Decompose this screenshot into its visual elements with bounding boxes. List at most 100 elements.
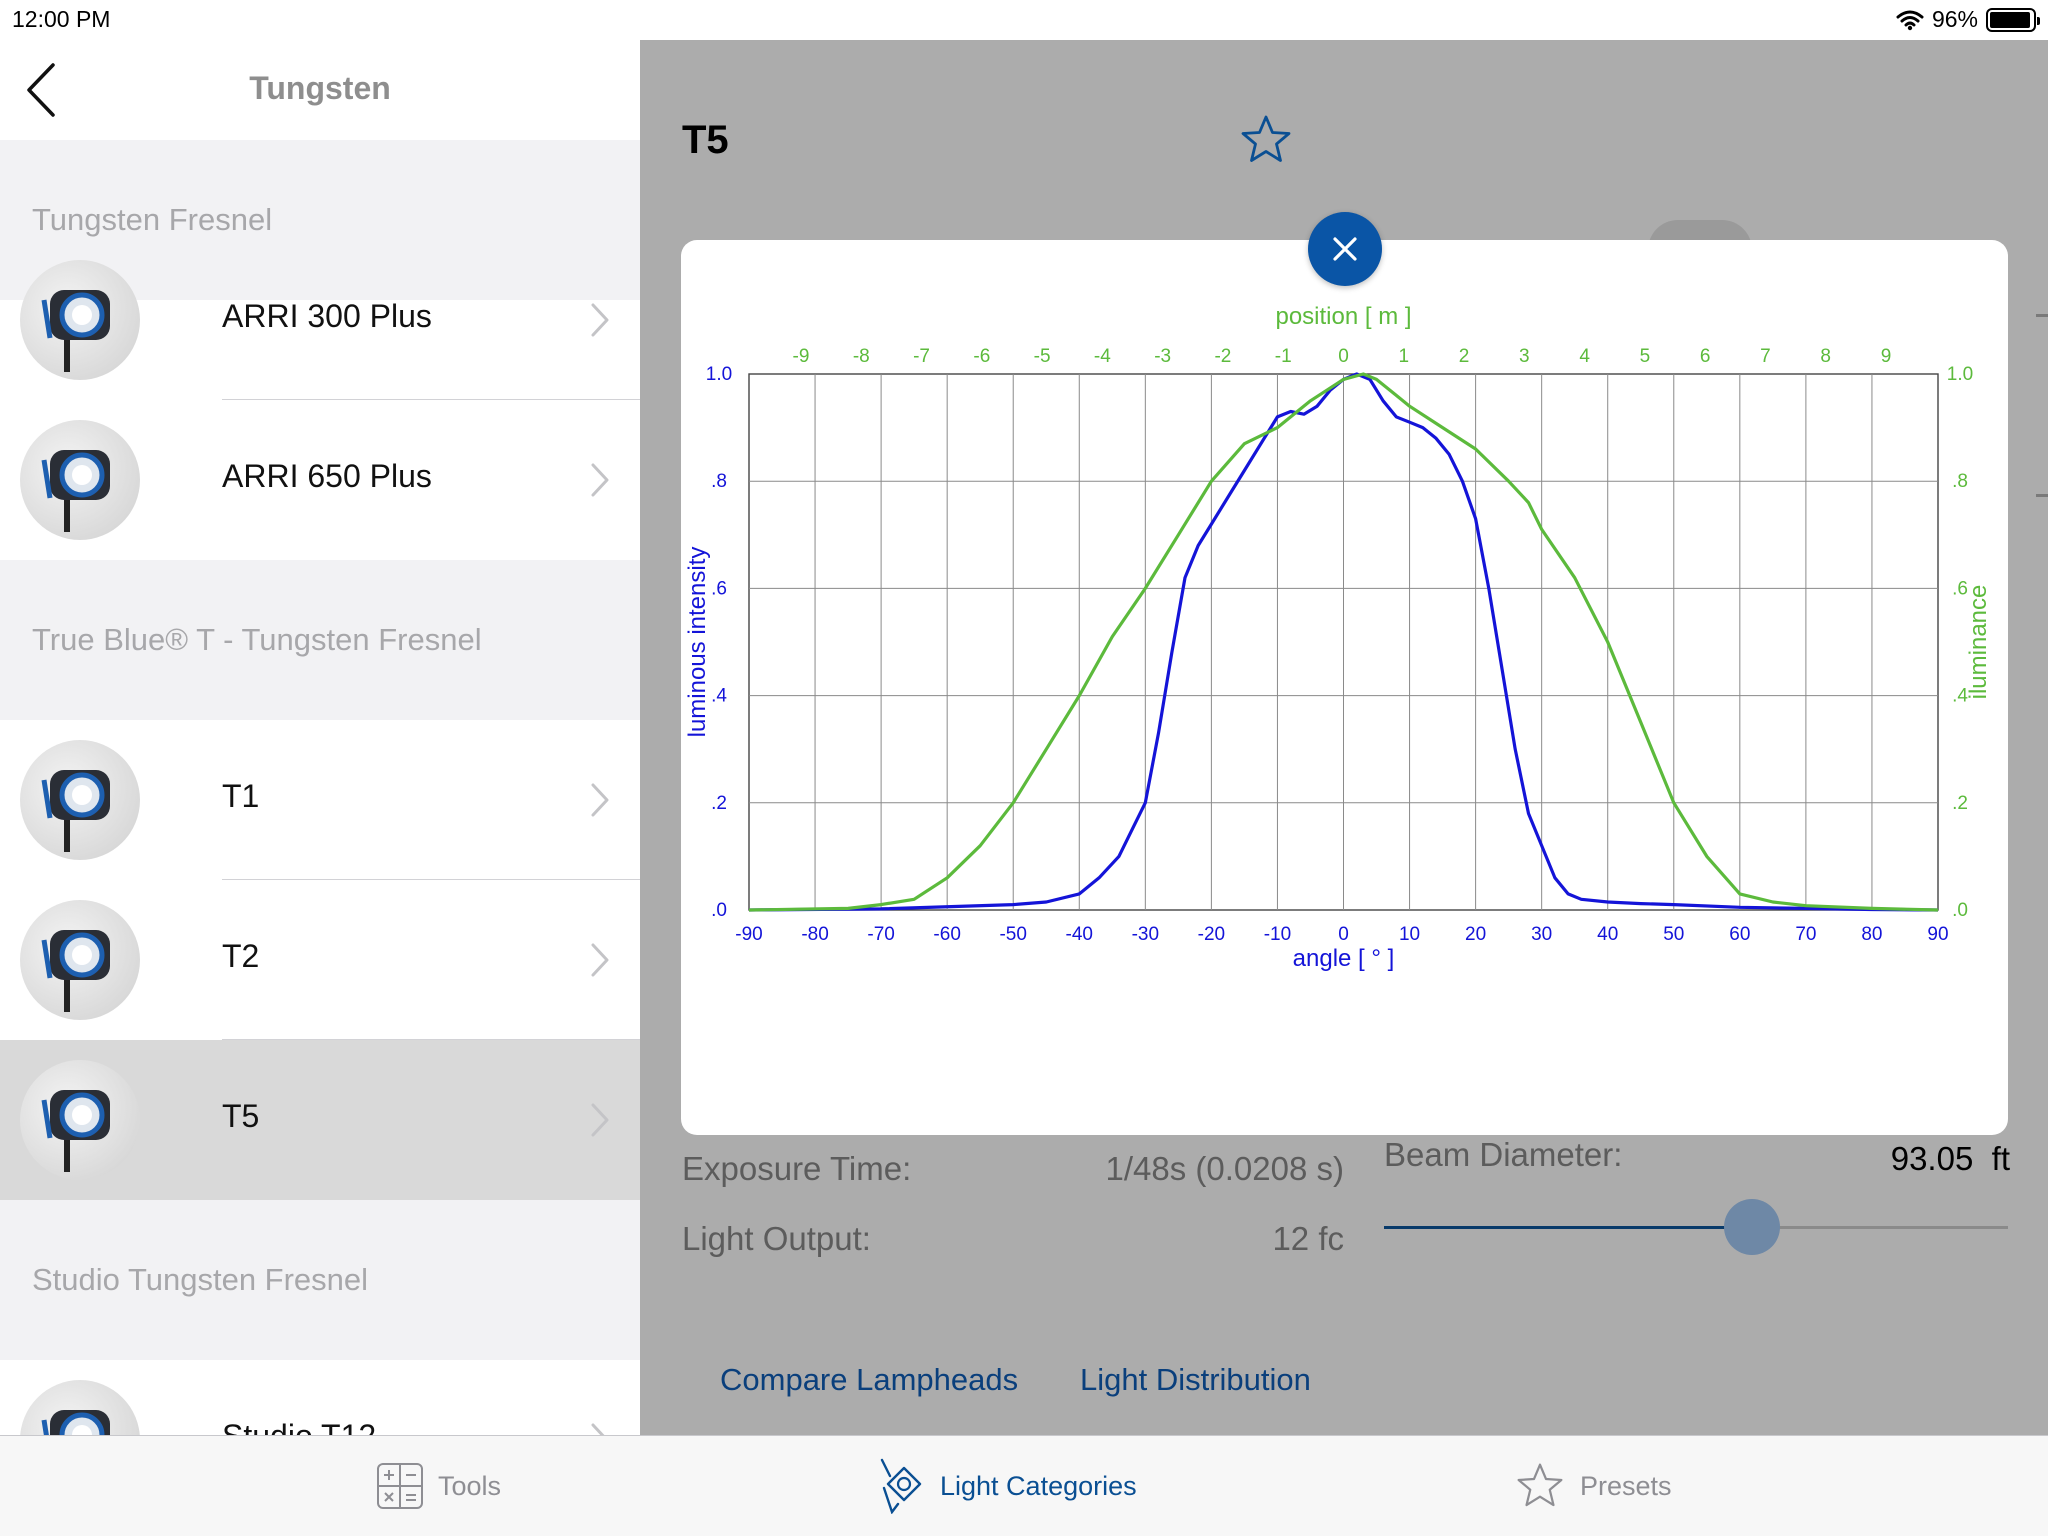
chevron-left-icon	[27, 63, 55, 117]
page-title: Tungsten	[249, 70, 391, 106]
status-bar: 12:00 PM 96%	[0, 0, 2048, 40]
lamphead-icon	[41, 930, 110, 1012]
lamphead-thumbnail	[20, 740, 140, 860]
x-tick-label: 80	[1861, 924, 1882, 945]
x2-tick-label: 7	[1760, 346, 1771, 367]
x-tick-label: 20	[1465, 924, 1486, 945]
row-separator	[222, 1039, 640, 1040]
lamphead-row[interactable]: T2	[0, 880, 640, 1040]
disclosure	[580, 720, 640, 880]
x-tick-label: -90	[735, 924, 762, 945]
lamphead-name: Studio T12	[222, 1418, 376, 1435]
x2-tick-label: -8	[853, 346, 870, 367]
tab-light-categories-label: Light Categories	[940, 1470, 1137, 1501]
x-tick-label: -60	[933, 924, 960, 945]
compare-lampheads-link[interactable]: Compare Lampheads	[720, 1362, 1019, 1397]
disclosure	[580, 240, 640, 400]
x2-tick-label: 5	[1640, 346, 1651, 367]
x2-axis-title: position [ m ]	[1275, 303, 1411, 330]
section-header: True Blue® T - Tungsten Fresnel	[0, 560, 640, 720]
chevron-right-icon	[591, 463, 609, 497]
y2-tick-label: .2	[1952, 793, 1968, 814]
x-tick-label: 0	[1338, 924, 1349, 945]
x2-tick-label: -3	[1154, 346, 1171, 367]
tab-bar: Tools Light Categories Presets	[0, 1435, 2048, 1536]
x-tick-label: -30	[1132, 924, 1159, 945]
x2-tick-label: 8	[1820, 346, 1831, 367]
close-modal-button[interactable]	[1308, 212, 1382, 286]
battery-level	[1990, 11, 2031, 28]
lamphead-name: T1	[222, 778, 260, 814]
lamphead-title: T5	[682, 118, 729, 162]
x-tick-label: 70	[1795, 924, 1816, 945]
tab-presets-label: Presets	[1580, 1470, 1672, 1501]
lamphead-row[interactable]: Studio T12	[0, 1360, 640, 1435]
lamphead-icon	[41, 1410, 110, 1435]
close-icon	[1333, 237, 1357, 261]
chevron-right-icon	[591, 943, 609, 977]
y-tick-label: .2	[711, 793, 727, 814]
x-tick-label: 60	[1729, 924, 1750, 945]
x2-tick-label: 6	[1700, 346, 1711, 367]
lamphead-row[interactable]: ARRI 650 Plus	[0, 400, 640, 560]
x-tick-label: -80	[801, 924, 828, 945]
x2-tick-label: -4	[1094, 346, 1111, 367]
divider-tick	[2036, 314, 2048, 317]
x-tick-label: -50	[999, 924, 1026, 945]
row-separator	[222, 399, 640, 400]
lamphead-icon	[41, 290, 110, 372]
lamphead-name: ARRI 650 Plus	[222, 458, 432, 494]
y-tick-label: .0	[711, 900, 727, 921]
x-tick-label: 40	[1597, 924, 1618, 945]
exposure-time-value: 1/48s (0.0208 s)	[1105, 1150, 1344, 1187]
x2-tick-label: -1	[1275, 346, 1292, 367]
lamphead-name: T5	[222, 1098, 260, 1134]
beam-slider-thumb[interactable]	[1724, 1199, 1781, 1255]
favorite-star-icon[interactable]	[1238, 112, 1294, 168]
lamphead-icon	[41, 1090, 110, 1172]
back-button[interactable]	[26, 62, 76, 118]
beam-slider[interactable]	[1384, 1199, 2008, 1255]
disclosure	[580, 880, 640, 1040]
status-indicators: 96%	[1896, 6, 2040, 33]
series-illuminance-line	[748, 372, 1939, 912]
y2-tick-label: .0	[1952, 900, 1968, 921]
lamphead-thumbnail	[20, 260, 140, 380]
x2-tick-label: -6	[973, 346, 990, 367]
light-output-value: 12 fc	[1272, 1220, 1344, 1257]
calculator-icon	[377, 1463, 423, 1509]
divider-tick	[2036, 494, 2048, 497]
light-distribution-link[interactable]: Light Distribution	[1080, 1362, 1311, 1397]
lamphead-row[interactable]: T1	[0, 720, 640, 880]
beam-diameter-unit: ft	[1991, 1140, 2010, 1177]
status-time: 12:00 PM	[12, 6, 111, 32]
x-tick-label: -70	[867, 924, 894, 945]
tab-tools[interactable]: Tools	[376, 1436, 501, 1536]
y2-axis-title: iluminance	[1965, 585, 1992, 700]
y-axis-title: luminous intensity	[684, 547, 711, 738]
disclosure	[580, 400, 640, 560]
y2-tick-label: .4	[1952, 686, 1968, 707]
chevron-right-icon	[591, 1423, 605, 1435]
category-list-pane: Tungsten Tungsten Fresnel ARRI 300 Plus AR…	[0, 40, 640, 1435]
beam-diameter-label: Beam Diameter:	[1384, 1136, 1623, 1173]
lamphead-row[interactable]: ARRI 300 Plus	[0, 260, 640, 400]
lamphead-row[interactable]: T5	[0, 1040, 640, 1200]
tab-presets[interactable]: Presets	[1514, 1436, 1672, 1536]
light-distribution-chart: -90 -80 -70 -60 -50 -40 -30 -20 -10 0 10 20 30 40 50 60…	[684, 303, 1992, 972]
tab-light-categories[interactable]: Light Categories	[878, 1436, 1137, 1536]
light-distribution-modal: -90 -80 -70 -60 -50 -40 -30 -20 -10 0 10 20 30 40 50 60…	[681, 240, 2008, 1135]
x-axis-title: angle [ ° ]	[1293, 945, 1395, 972]
y-tick-label: .8	[711, 471, 727, 492]
chevron-right-icon	[591, 303, 609, 337]
x-tick-label: 10	[1399, 924, 1420, 945]
lamphead-thumbnail	[20, 1060, 140, 1180]
beam-slider-fill	[1384, 1226, 1753, 1229]
lamphead-thumbnail	[20, 1380, 140, 1435]
lamphead-thumbnail	[20, 900, 140, 1020]
x2-tick-label: -2	[1214, 346, 1231, 367]
tab-tools-label: Tools	[438, 1470, 502, 1501]
x2-tick-label: 4	[1579, 346, 1590, 367]
lamphead-icon	[41, 450, 110, 532]
